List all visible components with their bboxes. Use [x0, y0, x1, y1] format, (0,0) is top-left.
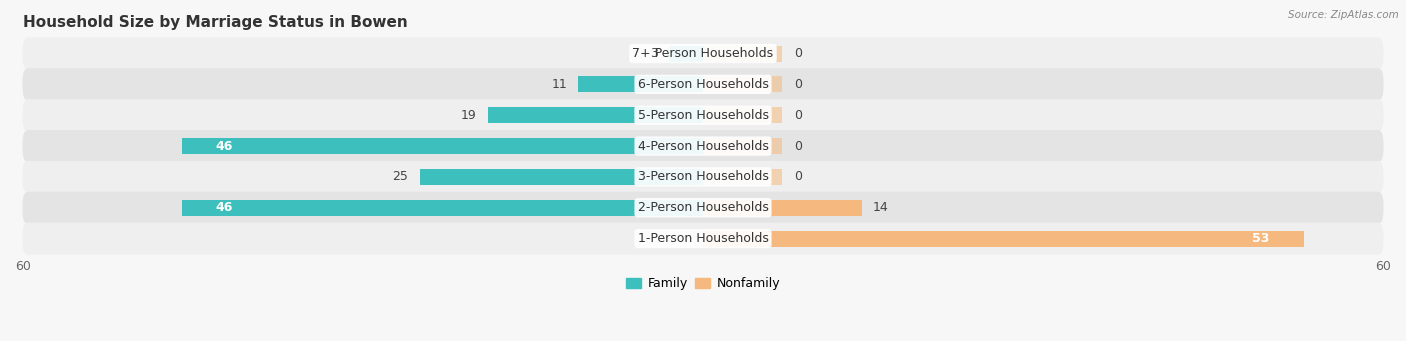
Text: 7+ Person Households: 7+ Person Households: [633, 47, 773, 60]
Text: 0: 0: [793, 47, 801, 60]
Bar: [578, 76, 703, 92]
FancyBboxPatch shape: [22, 68, 1384, 100]
Text: 53: 53: [1253, 232, 1270, 245]
FancyBboxPatch shape: [22, 223, 1384, 255]
Text: Household Size by Marriage Status in Bowen: Household Size by Marriage Status in Bow…: [22, 15, 408, 30]
Text: 0: 0: [793, 78, 801, 91]
Legend: Family, Nonfamily: Family, Nonfamily: [621, 272, 785, 295]
Bar: [669, 45, 703, 62]
Bar: [488, 107, 703, 123]
Text: 46: 46: [215, 201, 233, 214]
Bar: [703, 138, 782, 154]
Bar: [703, 231, 1303, 247]
Text: 14: 14: [873, 201, 889, 214]
Text: 25: 25: [392, 170, 408, 183]
Text: 0: 0: [793, 170, 801, 183]
Bar: [181, 200, 703, 216]
Text: 11: 11: [551, 78, 567, 91]
Text: Source: ZipAtlas.com: Source: ZipAtlas.com: [1288, 10, 1399, 20]
Bar: [703, 200, 862, 216]
Text: 46: 46: [215, 139, 233, 152]
FancyBboxPatch shape: [22, 130, 1384, 162]
Text: 19: 19: [461, 109, 477, 122]
Bar: [703, 45, 782, 62]
Bar: [703, 76, 782, 92]
Text: 1-Person Households: 1-Person Households: [637, 232, 769, 245]
Text: 3: 3: [650, 47, 658, 60]
Text: 0: 0: [793, 109, 801, 122]
Text: 6-Person Households: 6-Person Households: [637, 78, 769, 91]
Bar: [703, 107, 782, 123]
FancyBboxPatch shape: [22, 99, 1384, 131]
FancyBboxPatch shape: [22, 38, 1384, 70]
Text: 2-Person Households: 2-Person Households: [637, 201, 769, 214]
Text: 3-Person Households: 3-Person Households: [637, 170, 769, 183]
Text: 5-Person Households: 5-Person Households: [637, 109, 769, 122]
Bar: [181, 138, 703, 154]
Text: 0: 0: [793, 139, 801, 152]
Bar: [419, 169, 703, 185]
FancyBboxPatch shape: [22, 161, 1384, 193]
Bar: [703, 169, 782, 185]
Text: 4-Person Households: 4-Person Households: [637, 139, 769, 152]
FancyBboxPatch shape: [22, 192, 1384, 224]
